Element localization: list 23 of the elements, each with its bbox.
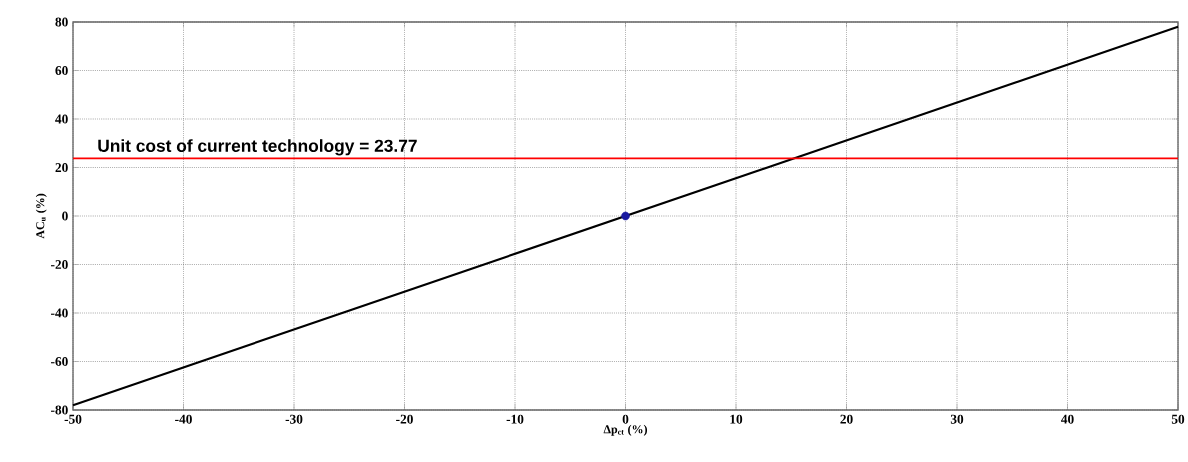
y-tick-label: 60 [55, 66, 68, 76]
y-tick-label: 0 [62, 211, 68, 221]
y-tick-label: 80 [55, 17, 68, 27]
x-tick-label: -20 [396, 414, 413, 424]
x-tick-label: 40 [1061, 414, 1074, 424]
x-tick-label: -30 [285, 414, 303, 424]
y-tick-label: -20 [51, 260, 68, 269]
y-tick-label: 40 [55, 114, 68, 124]
y-tick-label: -80 [51, 405, 68, 415]
y-tick-label: -60 [51, 357, 68, 366]
y-tick-label: -40 [51, 308, 68, 318]
x-tick-label: 30 [950, 414, 964, 424]
y-tick-label: 20 [55, 163, 68, 172]
ref-line-label: Unit cost of current technology = 23.77 [98, 139, 417, 156]
x-tick-label: -50 [64, 414, 82, 424]
x-tick-label: 0 [622, 414, 629, 424]
x-tick-label: 50 [1171, 414, 1185, 424]
x-axis-title: Δp$_{ct}$ (%) [603, 424, 648, 436]
y-axis-title: AC$_{u}$ (%) [35, 193, 47, 239]
x-tick-label: -40 [175, 414, 192, 424]
x-tick-label: -10 [506, 414, 524, 424]
x-tick-label: 10 [730, 414, 743, 424]
x-tick-label: 20 [840, 414, 853, 424]
